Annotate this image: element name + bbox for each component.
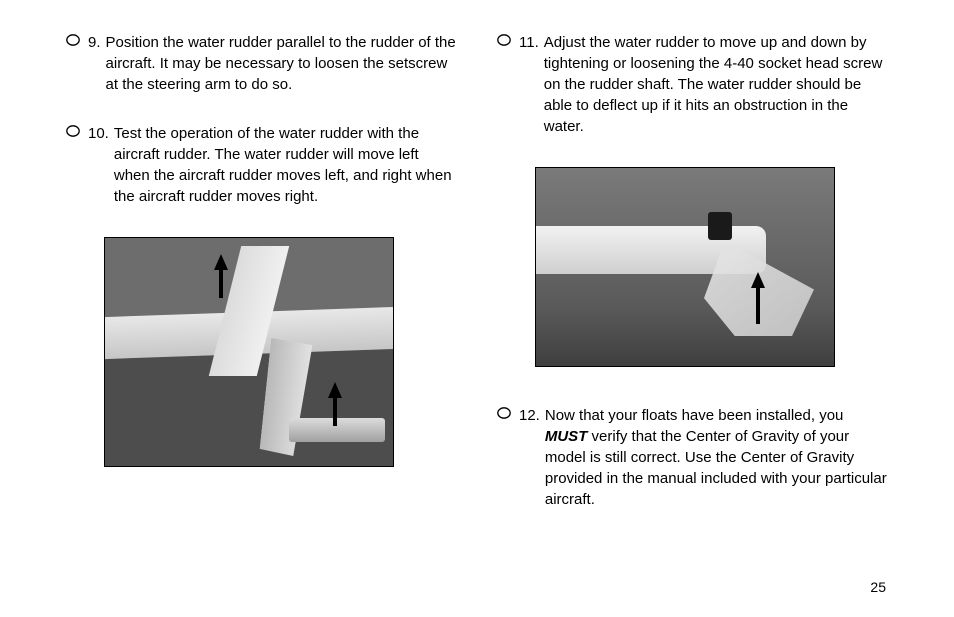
up-arrow-icon <box>750 272 766 324</box>
figure-rudder-bracket <box>708 212 732 240</box>
step-12: 12. Now that your floats have been insta… <box>497 405 888 510</box>
checkbox-icon <box>497 407 513 421</box>
step-text: Adjust the water rudder to move up and d… <box>544 32 888 137</box>
figure-step-11 <box>535 167 835 367</box>
step-text: Now that your floats have been installed… <box>545 405 888 510</box>
step-number: 9. <box>88 32 101 95</box>
left-column: 9. Position the water rudder parallel to… <box>66 32 457 579</box>
step-9: 9. Position the water rudder parallel to… <box>66 32 457 95</box>
checkbox-icon <box>497 34 513 48</box>
checkbox-icon <box>66 125 82 139</box>
step-12-text-after: verify that the Center of Gravity of you… <box>545 428 887 508</box>
step-12-must: MUST <box>545 428 588 445</box>
step-10: 10. Test the operation of the water rudd… <box>66 123 457 207</box>
up-arrow-icon <box>327 382 343 426</box>
up-arrow-icon <box>213 254 229 298</box>
step-number: 11. <box>519 32 539 137</box>
step-number: 12. <box>519 405 540 510</box>
manual-page: 9. Position the water rudder parallel to… <box>0 0 954 617</box>
step-text: Test the operation of the water rudder w… <box>114 123 457 207</box>
figure-step-10 <box>104 237 394 467</box>
step-12-text-before: Now that your floats have been installed… <box>545 407 844 424</box>
page-number: 25 <box>66 579 888 595</box>
step-11: 11. Adjust the water rudder to move up a… <box>497 32 888 137</box>
checkbox-icon <box>66 34 82 48</box>
step-text: Position the water rudder parallel to th… <box>106 32 457 95</box>
two-column-layout: 9. Position the water rudder parallel to… <box>66 32 888 579</box>
step-number: 10. <box>88 123 109 207</box>
right-column: 11. Adjust the water rudder to move up a… <box>497 32 888 579</box>
